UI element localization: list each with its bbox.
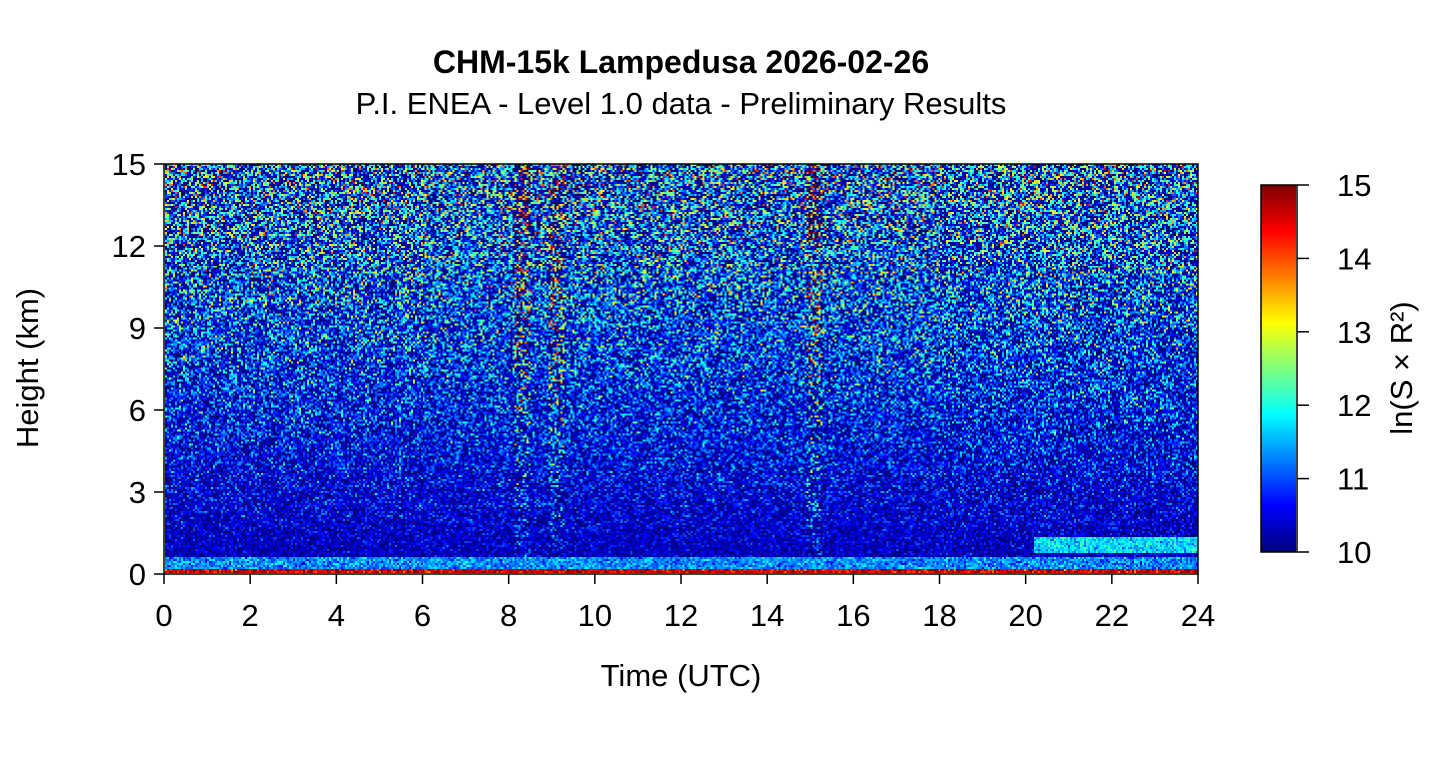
x-tick-label: 12 xyxy=(664,598,698,633)
x-tick-label: 2 xyxy=(242,598,259,633)
y-tick-label: 12 xyxy=(112,229,146,264)
x-tick-label: 0 xyxy=(155,598,172,633)
x-tick-label: 14 xyxy=(750,598,784,633)
colorbar-tick-label: 15 xyxy=(1337,168,1371,203)
x-tick-label: 8 xyxy=(500,598,517,633)
y-axis-ticks: 0 3 6 9 12 15 xyxy=(112,147,164,592)
colorbar-tick-label: 13 xyxy=(1337,315,1371,350)
x-tick-label: 6 xyxy=(414,598,431,633)
colorbar-tick-label: 10 xyxy=(1337,535,1371,570)
colorbar-frame xyxy=(1260,184,1298,553)
x-tick-label: 20 xyxy=(1008,598,1042,633)
y-axis-label: Height (km) xyxy=(10,288,45,448)
x-axis-ticks: 0 2 4 6 8 10 12 14 16 18 20 22 24 xyxy=(155,574,1215,633)
chart-subtitle: P.I. ENEA - Level 1.0 data - Preliminary… xyxy=(355,86,1007,121)
x-tick-label: 16 xyxy=(836,598,870,633)
x-tick-label: 24 xyxy=(1181,598,1215,633)
y-tick-label: 0 xyxy=(129,557,146,592)
y-tick-label: 15 xyxy=(112,147,146,182)
y-tick-label: 9 xyxy=(129,311,146,346)
x-tick-label: 18 xyxy=(922,598,956,633)
plot-frame xyxy=(163,163,1199,575)
x-tick-label: 10 xyxy=(578,598,612,633)
colorbar-label: ln(S × R²) xyxy=(1384,301,1419,435)
backscatter-heatmap xyxy=(165,164,1198,573)
chart-title: CHM-15k Lampedusa 2026-02-26 xyxy=(432,44,930,80)
colorbar-tick-label: 12 xyxy=(1337,388,1371,423)
y-tick-label: 6 xyxy=(129,393,146,428)
colorbar-ticks: 10 11 12 13 14 15 xyxy=(1297,168,1371,570)
colorbar-gradient xyxy=(1261,185,1296,552)
x-tick-label: 4 xyxy=(328,598,345,633)
plot-frame-layer xyxy=(163,163,1298,575)
colorbar-tick-label: 11 xyxy=(1337,462,1369,497)
x-tick-label: 22 xyxy=(1095,598,1129,633)
colorbar-tick-label: 14 xyxy=(1337,241,1371,276)
y-tick-label: 3 xyxy=(129,475,146,510)
x-axis-label: Time (UTC) xyxy=(601,658,762,693)
